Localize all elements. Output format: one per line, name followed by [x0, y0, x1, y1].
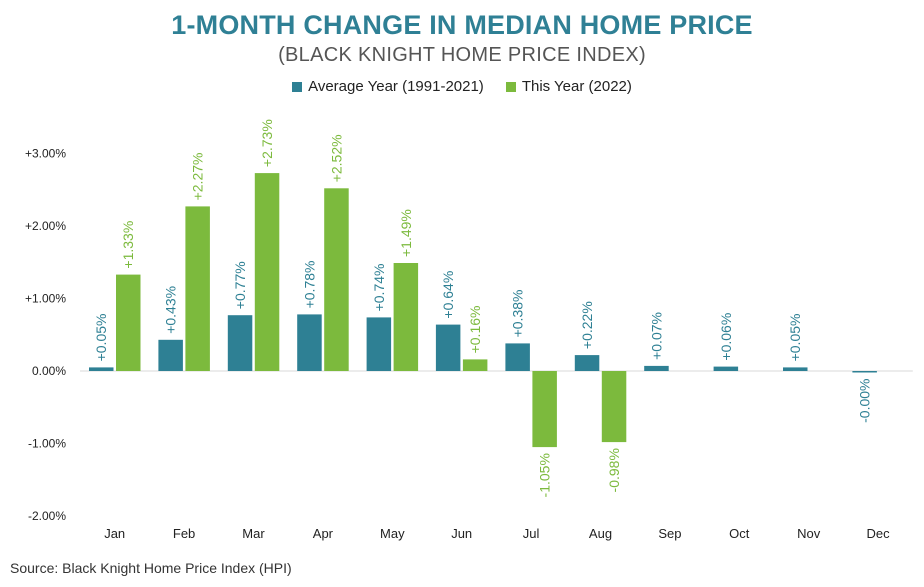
y-tick-label: +3.00% — [25, 147, 66, 161]
data-label-average: +0.38% — [510, 290, 526, 338]
legend-swatch-average — [292, 81, 303, 92]
data-label-this-year: +0.16% — [467, 306, 483, 354]
chart-subtitle: (BLACK KNIGHT HOME PRICE INDEX) — [278, 44, 646, 66]
legend-item-this-year: This Year (2022) — [505, 78, 632, 95]
data-label-this-year: +2.27% — [190, 153, 206, 201]
chart-title: 1-MONTH CHANGE IN MEDIAN HOME PRICE — [171, 10, 753, 40]
x-tick-label: May — [380, 526, 405, 541]
legend-label-average: Average Year (1991-2021) — [308, 78, 484, 95]
x-tick-label: Jun — [451, 526, 472, 541]
bar-this-year — [532, 371, 557, 448]
data-label-this-year: +2.73% — [259, 119, 275, 167]
y-tick-label: -1.00% — [28, 437, 66, 451]
legend-swatch-this-year — [505, 81, 516, 92]
bar-average — [783, 367, 808, 371]
data-label-average: +0.06% — [718, 313, 734, 361]
x-tick-label: Jan — [104, 526, 125, 541]
x-tick-label: Aug — [589, 526, 612, 541]
x-tick-label: Oct — [729, 526, 750, 541]
bar-this-year — [393, 263, 419, 371]
y-tick-label: +2.00% — [25, 219, 66, 233]
data-label-this-year: -1.05% — [537, 453, 553, 497]
bar-this-year — [601, 371, 627, 443]
y-tick-label: -2.00% — [28, 509, 66, 523]
data-label-average: +0.05% — [787, 314, 803, 362]
legend-item-average: Average Year (1991-2021) — [292, 78, 484, 95]
data-label-this-year: +2.52% — [328, 134, 344, 182]
bar-this-year — [254, 173, 280, 371]
data-label-average: +0.78% — [301, 261, 317, 309]
bar-average — [89, 367, 114, 371]
x-tick-label: Jul — [523, 526, 540, 541]
bar-this-year — [324, 188, 349, 371]
bar-average — [644, 365, 669, 371]
data-label-this-year: +1.33% — [120, 221, 136, 269]
y-tick-label: +1.00% — [25, 292, 66, 306]
bar-average — [435, 324, 461, 371]
data-label-average: +0.07% — [648, 312, 664, 360]
bar-average — [366, 317, 392, 371]
bar-average — [227, 315, 253, 371]
data-label-average: +0.22% — [579, 301, 595, 349]
x-tick-label: Apr — [313, 526, 334, 541]
bar-average — [852, 371, 877, 373]
data-label-this-year: -0.98% — [606, 448, 622, 492]
legend-label-this-year: This Year (2022) — [521, 78, 632, 95]
data-label-average: +0.05% — [93, 314, 109, 362]
data-label-average: +0.74% — [371, 264, 387, 312]
data-label-average: -0.00% — [857, 379, 873, 423]
x-tick-label: Nov — [797, 526, 821, 541]
data-label-average: +0.77% — [232, 261, 248, 309]
data-label-average: +0.43% — [163, 286, 179, 334]
bar-this-year — [116, 274, 141, 371]
bar-average — [158, 339, 183, 371]
y-tick-label: 0.00% — [32, 364, 66, 378]
bar-average — [505, 343, 530, 371]
bar-this-year — [462, 359, 488, 371]
source-note: Source: Black Knight Home Price Index (H… — [10, 560, 292, 576]
x-tick-label: Mar — [242, 526, 265, 541]
x-tick-label: Sep — [658, 526, 681, 541]
x-tick-label: Dec — [867, 526, 891, 541]
chart-legend: Average Year (1991-2021) This Year (2022… — [0, 78, 924, 95]
bar-average — [713, 366, 739, 371]
x-tick-label: Feb — [173, 526, 195, 541]
bar-average — [297, 314, 322, 371]
data-label-this-year: +1.49% — [398, 209, 414, 257]
bar-average — [574, 355, 600, 371]
bar-this-year — [185, 206, 210, 371]
data-label-average: +0.64% — [440, 271, 456, 319]
